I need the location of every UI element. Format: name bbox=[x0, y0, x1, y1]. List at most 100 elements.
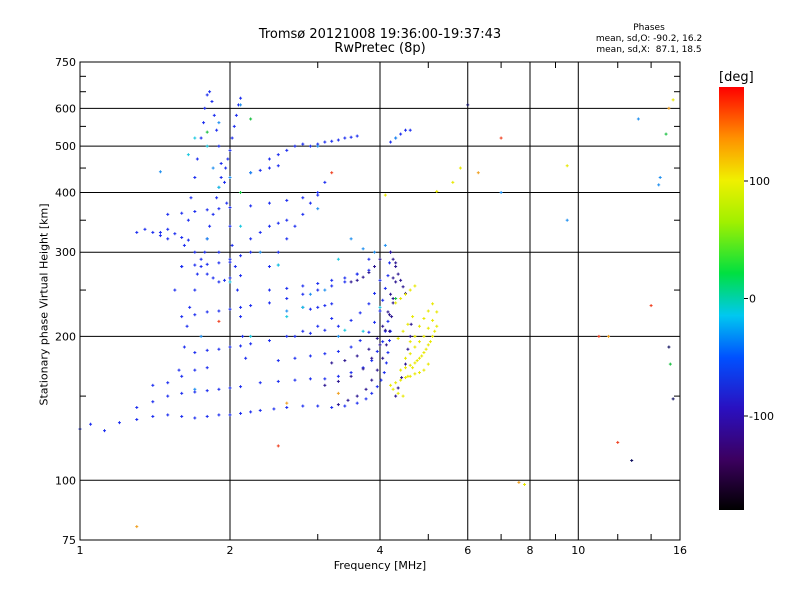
echo-point bbox=[143, 227, 147, 231]
echo-point bbox=[401, 329, 405, 333]
echo-point bbox=[316, 282, 320, 286]
echo-point bbox=[413, 361, 417, 365]
echo-point bbox=[316, 404, 320, 408]
echo-point bbox=[499, 190, 503, 194]
echo-point bbox=[308, 307, 312, 311]
colorbar-tick-label: 100 bbox=[749, 175, 770, 188]
echo-point bbox=[343, 280, 347, 284]
echo-point bbox=[388, 339, 392, 343]
echo-point bbox=[249, 171, 253, 175]
echo-point bbox=[211, 212, 215, 216]
echo-point bbox=[285, 237, 289, 241]
echo-point bbox=[239, 103, 243, 107]
echo-point bbox=[285, 401, 289, 405]
echo-point bbox=[267, 339, 271, 343]
echo-point bbox=[199, 334, 203, 338]
echo-point bbox=[431, 334, 435, 338]
echo-point bbox=[316, 324, 320, 328]
echo-point bbox=[217, 185, 221, 189]
echo-point bbox=[117, 421, 121, 425]
echo-point bbox=[239, 315, 243, 319]
plot-frame bbox=[79, 61, 681, 541]
echo-point bbox=[375, 368, 379, 372]
echo-points bbox=[78, 90, 675, 529]
colorbar-ticks: 100 0 -100 bbox=[744, 175, 774, 423]
echo-point bbox=[217, 250, 221, 254]
echo-point bbox=[355, 354, 359, 358]
echo-point bbox=[249, 410, 253, 414]
echo-point bbox=[355, 394, 359, 398]
echo-point bbox=[267, 201, 271, 205]
x-tick-label: 10 bbox=[571, 544, 585, 557]
echo-point bbox=[208, 224, 212, 228]
echo-point bbox=[293, 334, 297, 338]
echo-point bbox=[217, 319, 221, 323]
echo-point bbox=[336, 374, 340, 378]
echo-point bbox=[89, 422, 93, 426]
echo-point bbox=[293, 356, 297, 360]
echo-point bbox=[379, 378, 383, 382]
echo-point bbox=[431, 302, 435, 306]
echo-point bbox=[499, 136, 503, 140]
echo-point bbox=[103, 429, 107, 433]
echo-point bbox=[193, 368, 197, 372]
echo-point bbox=[223, 180, 227, 184]
echo-point bbox=[330, 405, 334, 409]
echo-point bbox=[203, 250, 207, 254]
echo-point bbox=[373, 250, 377, 254]
echo-point bbox=[433, 329, 437, 333]
echo-point bbox=[403, 366, 407, 370]
echo-point bbox=[285, 297, 289, 301]
echo-point bbox=[205, 272, 209, 276]
echo-point bbox=[408, 340, 412, 344]
echo-point bbox=[403, 356, 407, 360]
echo-point bbox=[636, 117, 640, 121]
echo-point bbox=[151, 230, 155, 234]
echo-point bbox=[426, 343, 430, 347]
echo-point bbox=[217, 121, 221, 125]
x-tick-label: 1 bbox=[77, 544, 84, 557]
echo-point bbox=[361, 275, 365, 279]
phases-heading: Phases bbox=[633, 23, 665, 33]
echo-point bbox=[186, 153, 190, 157]
echo-point bbox=[217, 387, 221, 391]
echo-point bbox=[384, 361, 388, 365]
echo-point bbox=[403, 376, 407, 380]
echo-point bbox=[406, 347, 410, 351]
echo-point bbox=[388, 313, 392, 317]
echo-point bbox=[336, 403, 340, 407]
echo-point bbox=[228, 175, 232, 179]
echo-point bbox=[389, 140, 393, 144]
echo-point bbox=[249, 204, 253, 208]
echo-point bbox=[205, 130, 209, 134]
echo-point bbox=[301, 305, 305, 309]
echo-point bbox=[413, 284, 417, 288]
echo-point bbox=[301, 196, 305, 200]
echo-point bbox=[285, 309, 289, 313]
echo-point bbox=[301, 212, 305, 216]
echo-point bbox=[355, 134, 359, 138]
y-tick-label: 100 bbox=[55, 474, 76, 487]
echo-point bbox=[367, 330, 371, 334]
echo-point bbox=[151, 383, 155, 387]
echo-point bbox=[193, 416, 197, 420]
echo-point bbox=[367, 271, 371, 275]
echo-point bbox=[476, 171, 480, 175]
echo-point bbox=[384, 343, 388, 347]
echo-point bbox=[435, 310, 439, 314]
echo-point bbox=[616, 440, 620, 444]
echo-point bbox=[323, 352, 327, 356]
echo-point bbox=[308, 144, 312, 148]
echo-point bbox=[258, 230, 262, 234]
echo-point bbox=[386, 319, 390, 323]
echo-point bbox=[193, 136, 197, 140]
echo-point bbox=[232, 124, 236, 128]
echo-point bbox=[330, 316, 334, 320]
echo-point bbox=[336, 379, 340, 383]
echo-point bbox=[239, 305, 243, 309]
echo-point bbox=[230, 243, 234, 247]
echo-point bbox=[193, 250, 197, 254]
echo-point bbox=[355, 272, 359, 276]
echo-point bbox=[293, 144, 297, 148]
echo-point bbox=[323, 180, 327, 184]
